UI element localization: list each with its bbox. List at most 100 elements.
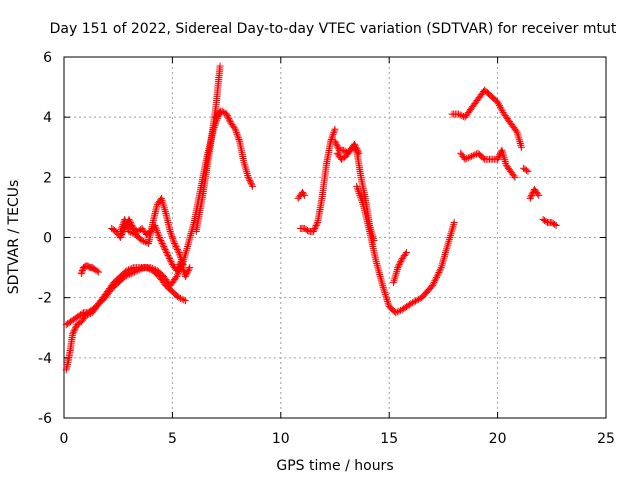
data-point [373, 261, 381, 269]
data-point [330, 127, 338, 135]
data-point [444, 239, 452, 247]
data-point [176, 250, 184, 258]
data-point [439, 256, 447, 264]
data-point [184, 268, 192, 276]
data-point [408, 299, 416, 307]
data-point [173, 246, 181, 254]
data-point [170, 238, 178, 246]
data-point [435, 269, 443, 277]
data-point [332, 140, 340, 148]
data-point [159, 241, 167, 249]
y-tick-label: -4 [38, 351, 52, 367]
series-arc-11 [333, 140, 363, 163]
data-point [173, 273, 181, 281]
data-point [385, 301, 393, 309]
data-point [466, 153, 474, 161]
data-point [186, 233, 194, 241]
data-point [412, 297, 420, 305]
data-point [233, 129, 241, 137]
data-point [223, 112, 231, 120]
data-point [155, 234, 163, 241]
data-point [186, 264, 194, 272]
data-point [185, 239, 193, 247]
data-point [442, 247, 450, 255]
data-point [128, 229, 136, 237]
data-point [234, 134, 242, 142]
y-tick-label: 0 [43, 231, 52, 247]
data-point [311, 223, 319, 231]
data-point [373, 259, 381, 267]
data-point [163, 250, 171, 258]
data-point [161, 208, 169, 216]
data-point [130, 268, 138, 276]
data-point [182, 248, 190, 256]
data-point [224, 113, 232, 121]
data-point [381, 290, 389, 298]
series-arc-6 [192, 62, 224, 235]
data-point [434, 270, 442, 278]
data-point [180, 296, 188, 304]
data-point [500, 154, 508, 162]
data-point [353, 184, 361, 192]
data-point [430, 278, 438, 286]
data-point [173, 271, 181, 279]
data-point [327, 136, 335, 144]
data-point [138, 237, 146, 245]
data-point [157, 237, 165, 245]
data-point [243, 170, 251, 178]
data-point [173, 244, 181, 252]
data-point [165, 253, 173, 261]
data-point [391, 273, 399, 281]
x-tick-label: 0 [60, 431, 69, 447]
data-point [380, 287, 388, 295]
data-point [535, 191, 543, 199]
data-point [528, 191, 536, 199]
data-point [379, 282, 387, 290]
data-point [246, 178, 254, 186]
data-point [395, 307, 403, 315]
data-point [332, 139, 340, 147]
data-point [171, 241, 179, 249]
data-point [117, 232, 125, 240]
data-point [70, 327, 78, 335]
data-point [516, 138, 524, 146]
data-point [328, 134, 336, 142]
data-point [377, 276, 385, 284]
series-arc-16 [520, 164, 532, 175]
data-point [378, 280, 386, 288]
data-point [169, 234, 177, 242]
data-point [455, 110, 463, 118]
data-point [526, 194, 534, 202]
data-point [355, 188, 363, 196]
data-point [515, 134, 523, 142]
x-tick-label: 25 [597, 431, 615, 447]
data-point [510, 172, 518, 180]
data-point [312, 221, 320, 229]
data-point [152, 225, 160, 233]
data-point [168, 259, 176, 267]
data-point [69, 330, 77, 338]
data-point [374, 265, 382, 273]
data-point [311, 224, 319, 232]
data-point [431, 277, 439, 285]
data-point [225, 115, 233, 123]
data-point [162, 247, 170, 255]
y-tick-label: -2 [38, 291, 52, 307]
data-point [448, 226, 456, 234]
y-tick-label: -6 [38, 411, 52, 427]
data-point [167, 231, 175, 239]
data-point [450, 218, 458, 226]
data-point [445, 235, 453, 243]
data-point [160, 243, 168, 251]
data-point [183, 270, 191, 278]
data-point [359, 199, 367, 207]
data-point [397, 256, 405, 264]
data-point [230, 124, 238, 132]
data-point [390, 279, 398, 287]
data-point [93, 267, 101, 275]
data-point [334, 143, 342, 151]
data-point [178, 257, 186, 265]
data-point [78, 310, 86, 318]
data-point [479, 154, 487, 162]
data-point [184, 267, 192, 275]
